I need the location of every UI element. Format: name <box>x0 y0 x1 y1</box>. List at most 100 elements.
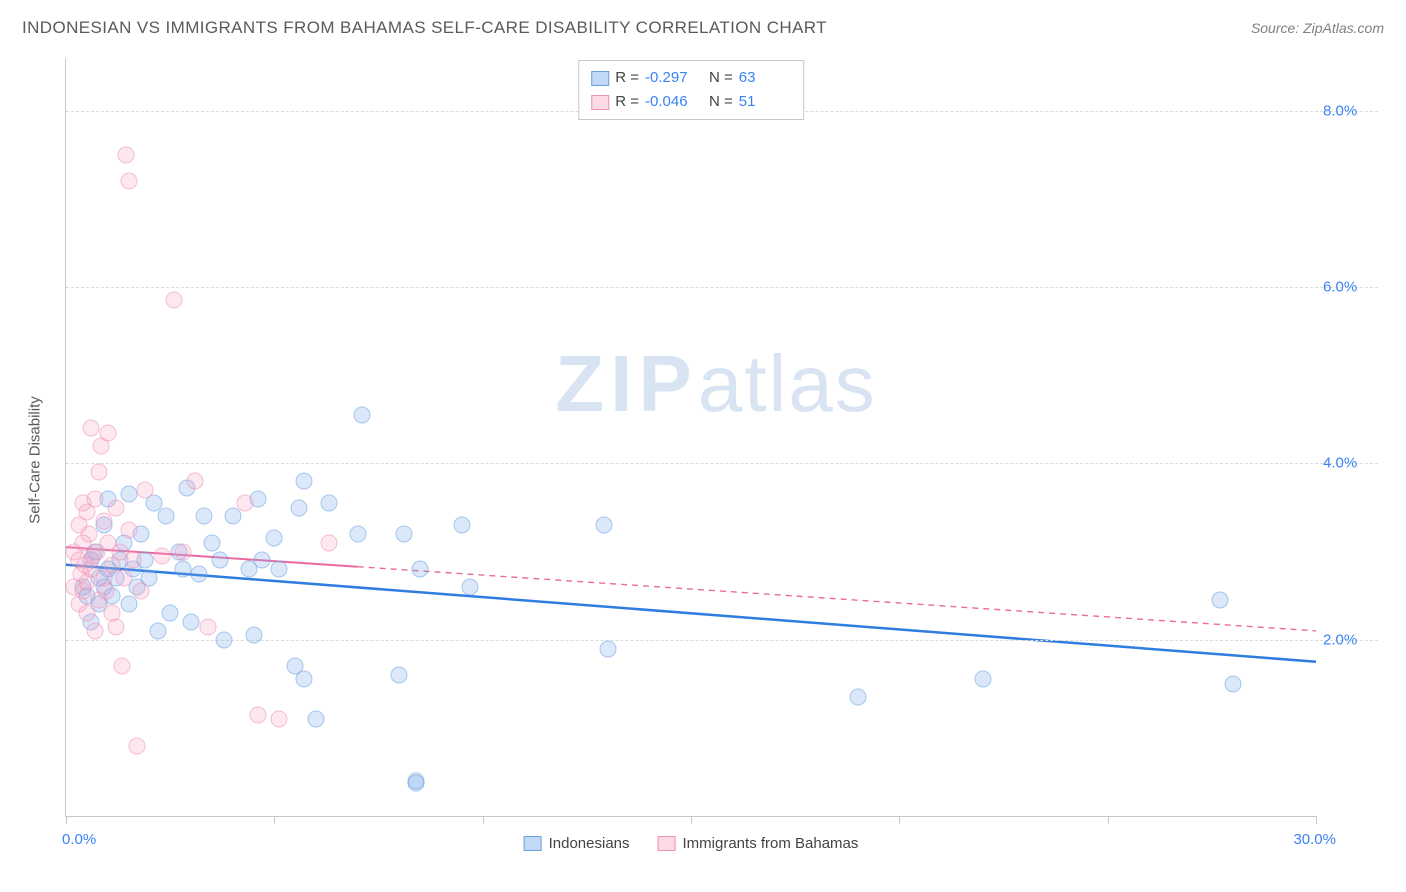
n-label: N = <box>709 66 733 90</box>
data-point <box>149 622 166 639</box>
data-point <box>216 631 233 648</box>
data-point <box>97 583 114 600</box>
data-point <box>270 711 287 728</box>
correlation-legend: R = -0.297 N = 63 R = -0.046 N = 51 <box>578 60 804 120</box>
chart-title: INDONESIAN VS IMMIGRANTS FROM BAHAMAS SE… <box>22 18 827 38</box>
y-tick-label: 6.0% <box>1323 279 1378 296</box>
data-point <box>191 565 208 582</box>
data-point <box>295 671 312 688</box>
data-point <box>408 775 425 792</box>
data-point <box>120 521 137 538</box>
x-tick <box>66 816 67 824</box>
swatch-pink-icon <box>658 836 676 851</box>
data-point <box>108 499 125 516</box>
data-point <box>1224 675 1241 692</box>
trend-line-dashed <box>358 567 1316 631</box>
data-point <box>1212 592 1229 609</box>
data-point <box>153 548 170 565</box>
data-point <box>91 464 108 481</box>
data-point <box>245 627 262 644</box>
watermark: ZIPatlas <box>555 338 876 430</box>
gridline <box>66 287 1378 288</box>
x-tick <box>274 816 275 824</box>
y-tick-label: 8.0% <box>1323 102 1378 119</box>
x-tick <box>1108 816 1109 824</box>
plot-region: ZIPatlas R = -0.297 N = 63 R = -0.046 N … <box>65 58 1316 817</box>
data-point <box>87 622 104 639</box>
data-point <box>118 146 135 163</box>
watermark-atlas: atlas <box>698 339 877 428</box>
data-point <box>295 473 312 490</box>
series-legend: Indonesians Immigrants from Bahamas <box>524 835 859 852</box>
data-point <box>114 658 131 675</box>
data-point <box>203 534 220 551</box>
swatch-blue-icon <box>591 71 609 86</box>
data-point <box>595 517 612 534</box>
x-tick <box>1316 816 1317 824</box>
n-value-bahamas: 51 <box>739 90 791 114</box>
x-axis-max-label: 30.0% <box>1293 831 1336 848</box>
data-point <box>849 689 866 706</box>
watermark-zip: ZIP <box>555 339 697 428</box>
x-tick <box>899 816 900 824</box>
data-point <box>128 737 145 754</box>
x-tick <box>483 816 484 824</box>
x-axis-min-label: 0.0% <box>62 831 96 848</box>
chart-header: INDONESIAN VS IMMIGRANTS FROM BAHAMAS SE… <box>22 18 1384 38</box>
legend-item-bahamas: Immigrants from Bahamas <box>658 835 859 852</box>
swatch-blue-icon <box>524 836 542 851</box>
data-point <box>120 173 137 190</box>
data-point <box>353 406 370 423</box>
data-point <box>974 671 991 688</box>
data-point <box>83 420 100 437</box>
data-point <box>291 499 308 516</box>
legend-item-indonesians: Indonesians <box>524 835 630 852</box>
data-point <box>95 512 112 529</box>
y-axis-label: Self-Care Disability <box>27 396 44 524</box>
data-point <box>249 706 266 723</box>
data-point <box>308 711 325 728</box>
n-label: N = <box>709 90 733 114</box>
data-point <box>320 534 337 551</box>
r-label: R = <box>615 66 639 90</box>
data-point <box>99 424 116 441</box>
data-point <box>212 552 229 569</box>
data-point <box>124 552 141 569</box>
r-label: R = <box>615 90 639 114</box>
data-point <box>108 618 125 635</box>
trend-lines <box>66 58 1316 816</box>
r-value-indonesians: -0.297 <box>645 66 697 90</box>
data-point <box>183 614 200 631</box>
data-point <box>174 561 191 578</box>
data-point <box>158 508 175 525</box>
source-prefix: Source: <box>1251 20 1303 36</box>
source-name: ZipAtlas.com <box>1303 20 1384 36</box>
data-point <box>166 292 183 309</box>
data-point <box>120 596 137 613</box>
data-point <box>187 473 204 490</box>
gridline <box>66 640 1378 641</box>
data-point <box>195 508 212 525</box>
r-value-bahamas: -0.046 <box>645 90 697 114</box>
chart-source: Source: ZipAtlas.com <box>1251 20 1384 36</box>
n-value-indonesians: 63 <box>739 66 791 90</box>
x-tick <box>691 816 692 824</box>
data-point <box>462 578 479 595</box>
data-point <box>87 490 104 507</box>
data-point <box>395 525 412 542</box>
data-point <box>162 605 179 622</box>
chart-area: Self-Care Disability ZIPatlas R = -0.297… <box>45 58 1386 862</box>
y-tick-label: 4.0% <box>1323 455 1378 472</box>
data-point <box>599 640 616 657</box>
data-point <box>80 525 97 542</box>
gridline <box>66 463 1378 464</box>
legend-row-indonesians: R = -0.297 N = 63 <box>591 66 791 90</box>
data-point <box>391 666 408 683</box>
data-point <box>320 495 337 512</box>
data-point <box>412 561 429 578</box>
data-point <box>453 517 470 534</box>
legend-label-bahamas: Immigrants from Bahamas <box>683 835 859 852</box>
swatch-pink-icon <box>591 95 609 110</box>
data-point <box>253 552 270 569</box>
data-point <box>137 481 154 498</box>
